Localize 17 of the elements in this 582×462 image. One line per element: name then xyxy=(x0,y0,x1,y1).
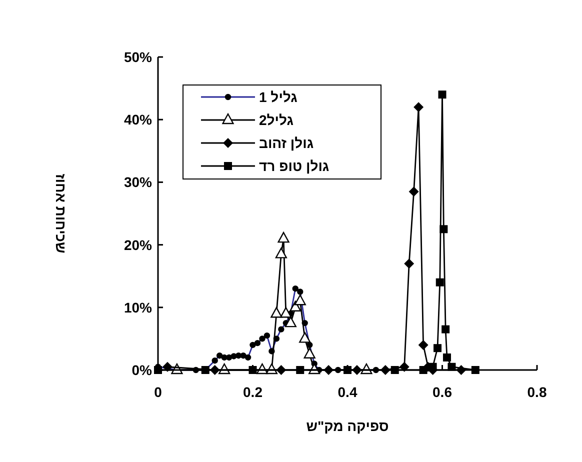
x-tick-label: 0.8 xyxy=(527,384,547,400)
x-tick-label: 0 xyxy=(154,384,162,400)
x-tick-label: 0.6 xyxy=(432,384,452,400)
legend-label: גליל2 xyxy=(259,112,294,128)
legend-label: גולן זהוב xyxy=(259,135,314,151)
y-tick-label: 40% xyxy=(124,112,153,128)
legend-label: גולן טופ רד xyxy=(259,158,330,174)
x-tick-label: 0.4 xyxy=(338,384,358,400)
y-tick-label: 20% xyxy=(124,236,153,253)
y-axis-title: שכיחות אחוז xyxy=(53,174,69,254)
y-tick-label: 10% xyxy=(124,299,153,316)
y-tick-label: 50% xyxy=(124,49,153,65)
legend-label: גליל 1 xyxy=(259,89,298,105)
x-tick-label: 0.2 xyxy=(243,384,263,400)
y-tick-label: 0% xyxy=(132,362,153,378)
y-tick-label: 30% xyxy=(124,174,153,190)
x-axis-title: ספיקה מק"ש xyxy=(306,418,389,434)
